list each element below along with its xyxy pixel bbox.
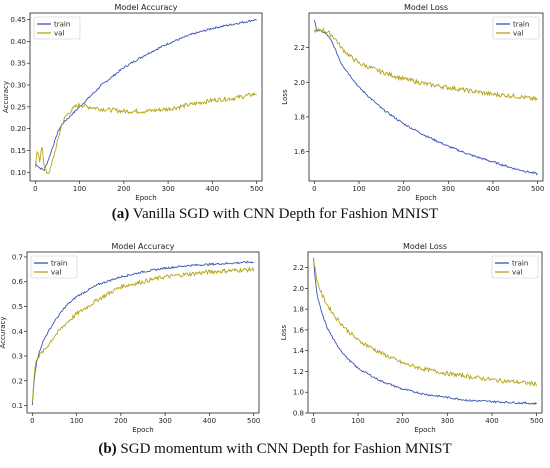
y-tick-label: 0.10 xyxy=(10,169,26,177)
x-tick-label: 400 xyxy=(485,417,498,425)
plot-frame xyxy=(308,12,544,182)
legend-label-train: train xyxy=(513,21,529,29)
x-tick-label: 0 xyxy=(312,185,316,193)
y-tick-label: 0.1 xyxy=(12,402,23,410)
y-tick-label: 1.0 xyxy=(293,389,304,397)
series-line-train xyxy=(31,260,254,406)
x-tick-label: 100 xyxy=(70,417,83,425)
y-tick-label: 0.6 xyxy=(12,278,24,286)
caption-b: (b) SGD momentum with CNN Depth for Fash… xyxy=(0,441,550,458)
y-tick-label: 0.7 xyxy=(12,253,23,261)
y-tick-label: 0.15 xyxy=(10,147,26,155)
plot-frame xyxy=(29,12,263,182)
x-tick-label: 300 xyxy=(161,185,174,193)
y-tick-label: 0.30 xyxy=(10,82,26,90)
x-tick-label: 0 xyxy=(30,417,34,425)
y-tick-label: 1.6 xyxy=(293,326,305,334)
y-tick-label: 0.45 xyxy=(10,16,26,24)
chart-b-loss: Model Loss 0 100 200 300 400 500 0.8 1.0 1.2 1.4 1.… xyxy=(280,242,543,434)
legend-label-train: train xyxy=(51,260,67,268)
y-tick-label: 0.2 xyxy=(12,377,23,385)
y-tick-label: 1.8 xyxy=(294,113,305,121)
y-axis-label: Accuracy xyxy=(0,317,7,349)
y-tick-label: 0.8 xyxy=(293,410,304,418)
x-axis-label: Epoch xyxy=(135,194,156,202)
chart-title: Model Loss xyxy=(404,3,448,12)
caption-a-label: (a) xyxy=(111,206,130,222)
x-tick-label: 0 xyxy=(33,185,37,193)
legend-label-train: train xyxy=(512,260,528,268)
y-tick-label: 2.2 xyxy=(294,44,305,52)
legend-label-train: train xyxy=(54,21,70,29)
caption-a-text: Vanilla SGD with CNN Depth for Fashion M… xyxy=(129,206,439,222)
y-tick-label: 0.25 xyxy=(10,103,26,111)
chart-title: Model Accuracy xyxy=(111,242,174,251)
chart-a-loss: Model Loss 0 100 200 300 400 500 1.6 1.8 2.0 2.2 Ep… xyxy=(281,3,544,202)
chart-b-accuracy: Model Accuracy 0 100 200 300 400 500 0.1 0.2 0.3 0… xyxy=(0,242,260,434)
caption-a: (a) Vanilla SGD with CNN Depth for Fashi… xyxy=(0,206,550,223)
legend-label-val: val xyxy=(513,30,523,38)
x-tick-label: 300 xyxy=(441,417,454,425)
legend-label-val: val xyxy=(54,30,64,38)
y-tick-label: 0.35 xyxy=(10,60,26,68)
x-tick-label: 200 xyxy=(396,417,409,425)
x-tick-label: 200 xyxy=(114,417,127,425)
x-tick-label: 400 xyxy=(206,185,219,193)
x-tick-label: 200 xyxy=(397,185,410,193)
x-tick-label: 200 xyxy=(117,185,130,193)
x-tick-label: 0 xyxy=(311,417,315,425)
series-line-val xyxy=(312,257,538,387)
plot-frame xyxy=(26,251,260,414)
series-line-train xyxy=(313,20,538,176)
x-tick-label: 500 xyxy=(530,417,543,425)
x-axis-label: Epoch xyxy=(414,426,435,434)
y-tick-label: 1.4 xyxy=(293,347,305,355)
x-axis-label: Epoch xyxy=(132,426,153,434)
y-tick-label: 0.5 xyxy=(12,303,23,311)
chart-a-accuracy: Model Accuracy 0 100 200 300 400 500 0.10 0.15 0.… xyxy=(2,3,263,202)
series-line-val xyxy=(313,26,538,102)
series-line-val xyxy=(34,91,257,174)
x-tick-label: 300 xyxy=(158,417,171,425)
series-line-train xyxy=(35,18,257,172)
x-tick-label: 500 xyxy=(250,185,263,193)
x-tick-label: 300 xyxy=(442,185,455,193)
y-axis-label: Loss xyxy=(281,89,289,105)
chart-title: Model Loss xyxy=(403,242,447,251)
series-line-val xyxy=(31,265,255,403)
x-tick-label: 500 xyxy=(531,185,544,193)
caption-b-label: (b) xyxy=(98,441,117,457)
y-tick-label: 1.6 xyxy=(294,148,306,156)
y-tick-label: 0.4 xyxy=(12,328,24,336)
y-tick-label: 0.40 xyxy=(10,38,26,46)
y-axis-label: Accuracy xyxy=(2,81,10,113)
x-tick-label: 100 xyxy=(73,185,86,193)
y-tick-label: 0.3 xyxy=(12,353,23,361)
x-tick-label: 400 xyxy=(203,417,216,425)
y-tick-label: 1.8 xyxy=(293,306,304,314)
x-tick-label: 400 xyxy=(486,185,499,193)
x-tick-label: 500 xyxy=(247,417,260,425)
y-tick-label: 2.0 xyxy=(293,285,304,293)
x-tick-label: 100 xyxy=(352,185,365,193)
legend-label-val: val xyxy=(51,269,61,277)
chart-title: Model Accuracy xyxy=(114,3,177,12)
y-axis-label: Loss xyxy=(280,324,288,340)
y-tick-label: 2.2 xyxy=(293,264,304,272)
plot-frame xyxy=(307,251,543,414)
y-tick-label: 2.0 xyxy=(294,79,305,87)
y-tick-label: 0.20 xyxy=(10,125,26,133)
y-tick-label: 1.2 xyxy=(293,368,304,376)
caption-b-text: SGD momentum with CNN Depth for Fashion … xyxy=(116,441,452,457)
x-tick-label: 100 xyxy=(351,417,364,425)
series-line-train xyxy=(312,257,537,406)
legend-label-val: val xyxy=(512,269,522,277)
x-axis-label: Epoch xyxy=(415,194,436,202)
